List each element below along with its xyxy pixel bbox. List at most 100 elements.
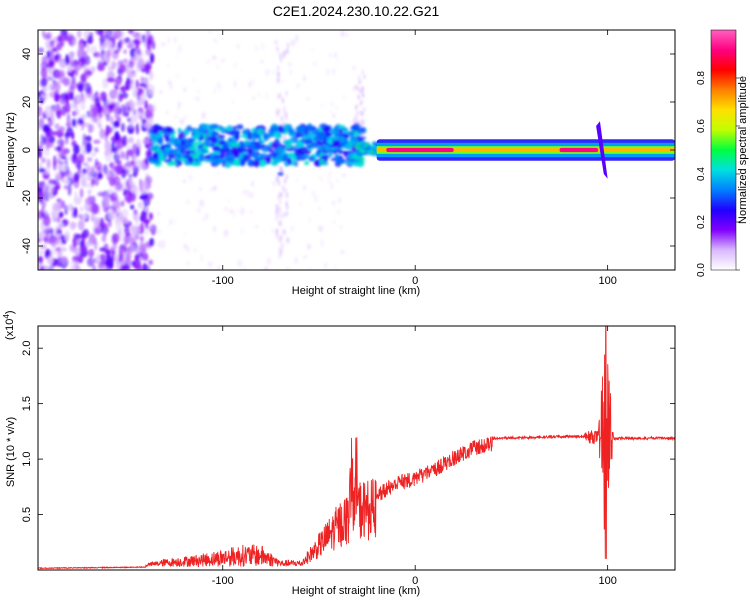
spectrogram-cell <box>71 140 77 147</box>
spectrogram-cell <box>216 170 220 177</box>
spectrogram-cell <box>236 124 244 130</box>
spectrogram-cell <box>115 253 119 262</box>
spectrogram-cell <box>58 144 64 152</box>
spectrogram-cell <box>150 145 155 151</box>
spectrogram-cell <box>227 137 234 143</box>
spectrogram-cell <box>135 217 139 226</box>
spectrogram-cell <box>64 230 70 242</box>
spectrogram-cell <box>104 249 112 255</box>
spectrogram-cell <box>321 242 324 248</box>
spectrogram-cell <box>63 179 70 185</box>
spectrogram-cell <box>307 145 312 149</box>
spectrogram-cell <box>114 130 120 141</box>
spectrogram-cell <box>332 200 336 206</box>
colorbar-tick-label: 0.6 <box>696 119 707 133</box>
spectrogram-cell <box>38 181 45 193</box>
spectrogram-cell <box>86 35 94 45</box>
spectrogram-cell <box>319 175 323 182</box>
y-tick-label: -20 <box>21 190 33 206</box>
spectrogram-cell <box>67 33 74 39</box>
spectrogram-cell <box>152 149 158 153</box>
spectrogram-cell <box>147 84 155 95</box>
colorbar-ticks: 0.0 0.2 0.4 0.6 0.8 <box>696 71 740 277</box>
spectrogram-cell <box>50 110 55 119</box>
spectrogram-cell <box>276 110 279 117</box>
spectrogram-cell <box>196 128 203 132</box>
spectrogram-cell <box>188 146 198 152</box>
spectrogram-cell <box>147 157 156 161</box>
band-hotspot <box>559 147 599 153</box>
spectrogram-cell <box>119 85 127 93</box>
spectrogram-cell <box>294 178 299 183</box>
spectrogram-cell <box>77 48 83 59</box>
spectrogram-cell <box>279 92 282 99</box>
spectrogram-cell <box>85 197 94 206</box>
spectrogram-cell <box>107 188 113 195</box>
spectrogram-cell <box>157 211 160 216</box>
spectrogram-cell <box>84 183 92 188</box>
spectrogram-cell <box>120 151 126 160</box>
spectrogram-cell <box>303 149 312 155</box>
spectrogram-cell <box>248 80 252 88</box>
spectrogram-cell <box>57 159 61 165</box>
spectrogram-cell <box>300 138 310 144</box>
spectrogram-cell <box>135 248 140 255</box>
spectrogram-cell <box>236 44 240 49</box>
spectrogram-cell <box>252 96 256 100</box>
spectrogram-cell <box>156 228 162 235</box>
spectrogram-cell <box>352 154 360 161</box>
spectrogram-cells <box>38 30 389 270</box>
spectrogram-cell <box>111 234 117 245</box>
spectrogram-cell <box>314 195 318 203</box>
spectrogram-cell <box>137 144 142 149</box>
spectrogram-cell <box>242 128 248 134</box>
spectrogram-cell <box>38 105 43 117</box>
spectrogram-cell <box>80 73 87 83</box>
spectrogram-cell <box>289 69 293 75</box>
snr-y-label: SNR (10 * v/v) <box>5 417 17 487</box>
spectrogram-cell <box>137 58 145 70</box>
spectrogram-cell <box>311 45 314 54</box>
spectrogram-cell <box>177 127 182 134</box>
spectrogram-cell <box>144 99 148 110</box>
spectrogram-cell <box>231 146 237 155</box>
spectrogram-cell <box>322 126 331 133</box>
spectrogram-cell <box>99 34 106 44</box>
spectrogram-cell <box>341 173 347 177</box>
x-tick-label: 100 <box>598 575 616 587</box>
spectrogram-cell <box>90 212 95 220</box>
spectrogram-cell <box>105 258 114 269</box>
spectrogram-cell <box>360 152 366 156</box>
spectrogram-cell <box>128 41 133 49</box>
spectrogram-cell <box>269 149 275 153</box>
spectrogram-cell <box>317 206 322 211</box>
spectrogram-cell <box>125 248 132 260</box>
y-tick-label: 2.0 <box>21 341 33 356</box>
spectrogram-cell <box>75 233 83 240</box>
spectrogram-cell <box>360 149 366 153</box>
spectrogram-cell <box>126 149 135 157</box>
spectrogram-cell <box>169 218 173 226</box>
spectrogram-cell <box>120 92 129 99</box>
spectrogram-x-label: Height of straight line (km) <box>292 285 420 297</box>
spectrogram-cell <box>119 64 127 73</box>
spectrogram-cell <box>198 186 203 191</box>
spectrogram-cell <box>257 92 261 98</box>
spectrogram-cell <box>76 159 82 170</box>
spectrogram-cell <box>330 143 340 148</box>
spectrogram-cell <box>130 159 136 166</box>
spectrogram-cell <box>196 89 201 94</box>
spectrogram-cell <box>278 246 281 253</box>
spectrogram-cell <box>332 113 336 118</box>
spectrogram-cell <box>174 148 179 156</box>
spectrogram-cell <box>276 147 285 155</box>
spectrogram-cell <box>94 96 101 107</box>
spectrogram-cell <box>256 128 264 136</box>
spectrogram-cell <box>167 80 172 85</box>
spectrogram-cell <box>70 101 76 110</box>
spectrogram-cell <box>134 101 140 107</box>
spectrogram-cell <box>52 79 57 86</box>
spectrogram-cell <box>277 71 280 78</box>
spectrogram-cell <box>38 168 46 173</box>
